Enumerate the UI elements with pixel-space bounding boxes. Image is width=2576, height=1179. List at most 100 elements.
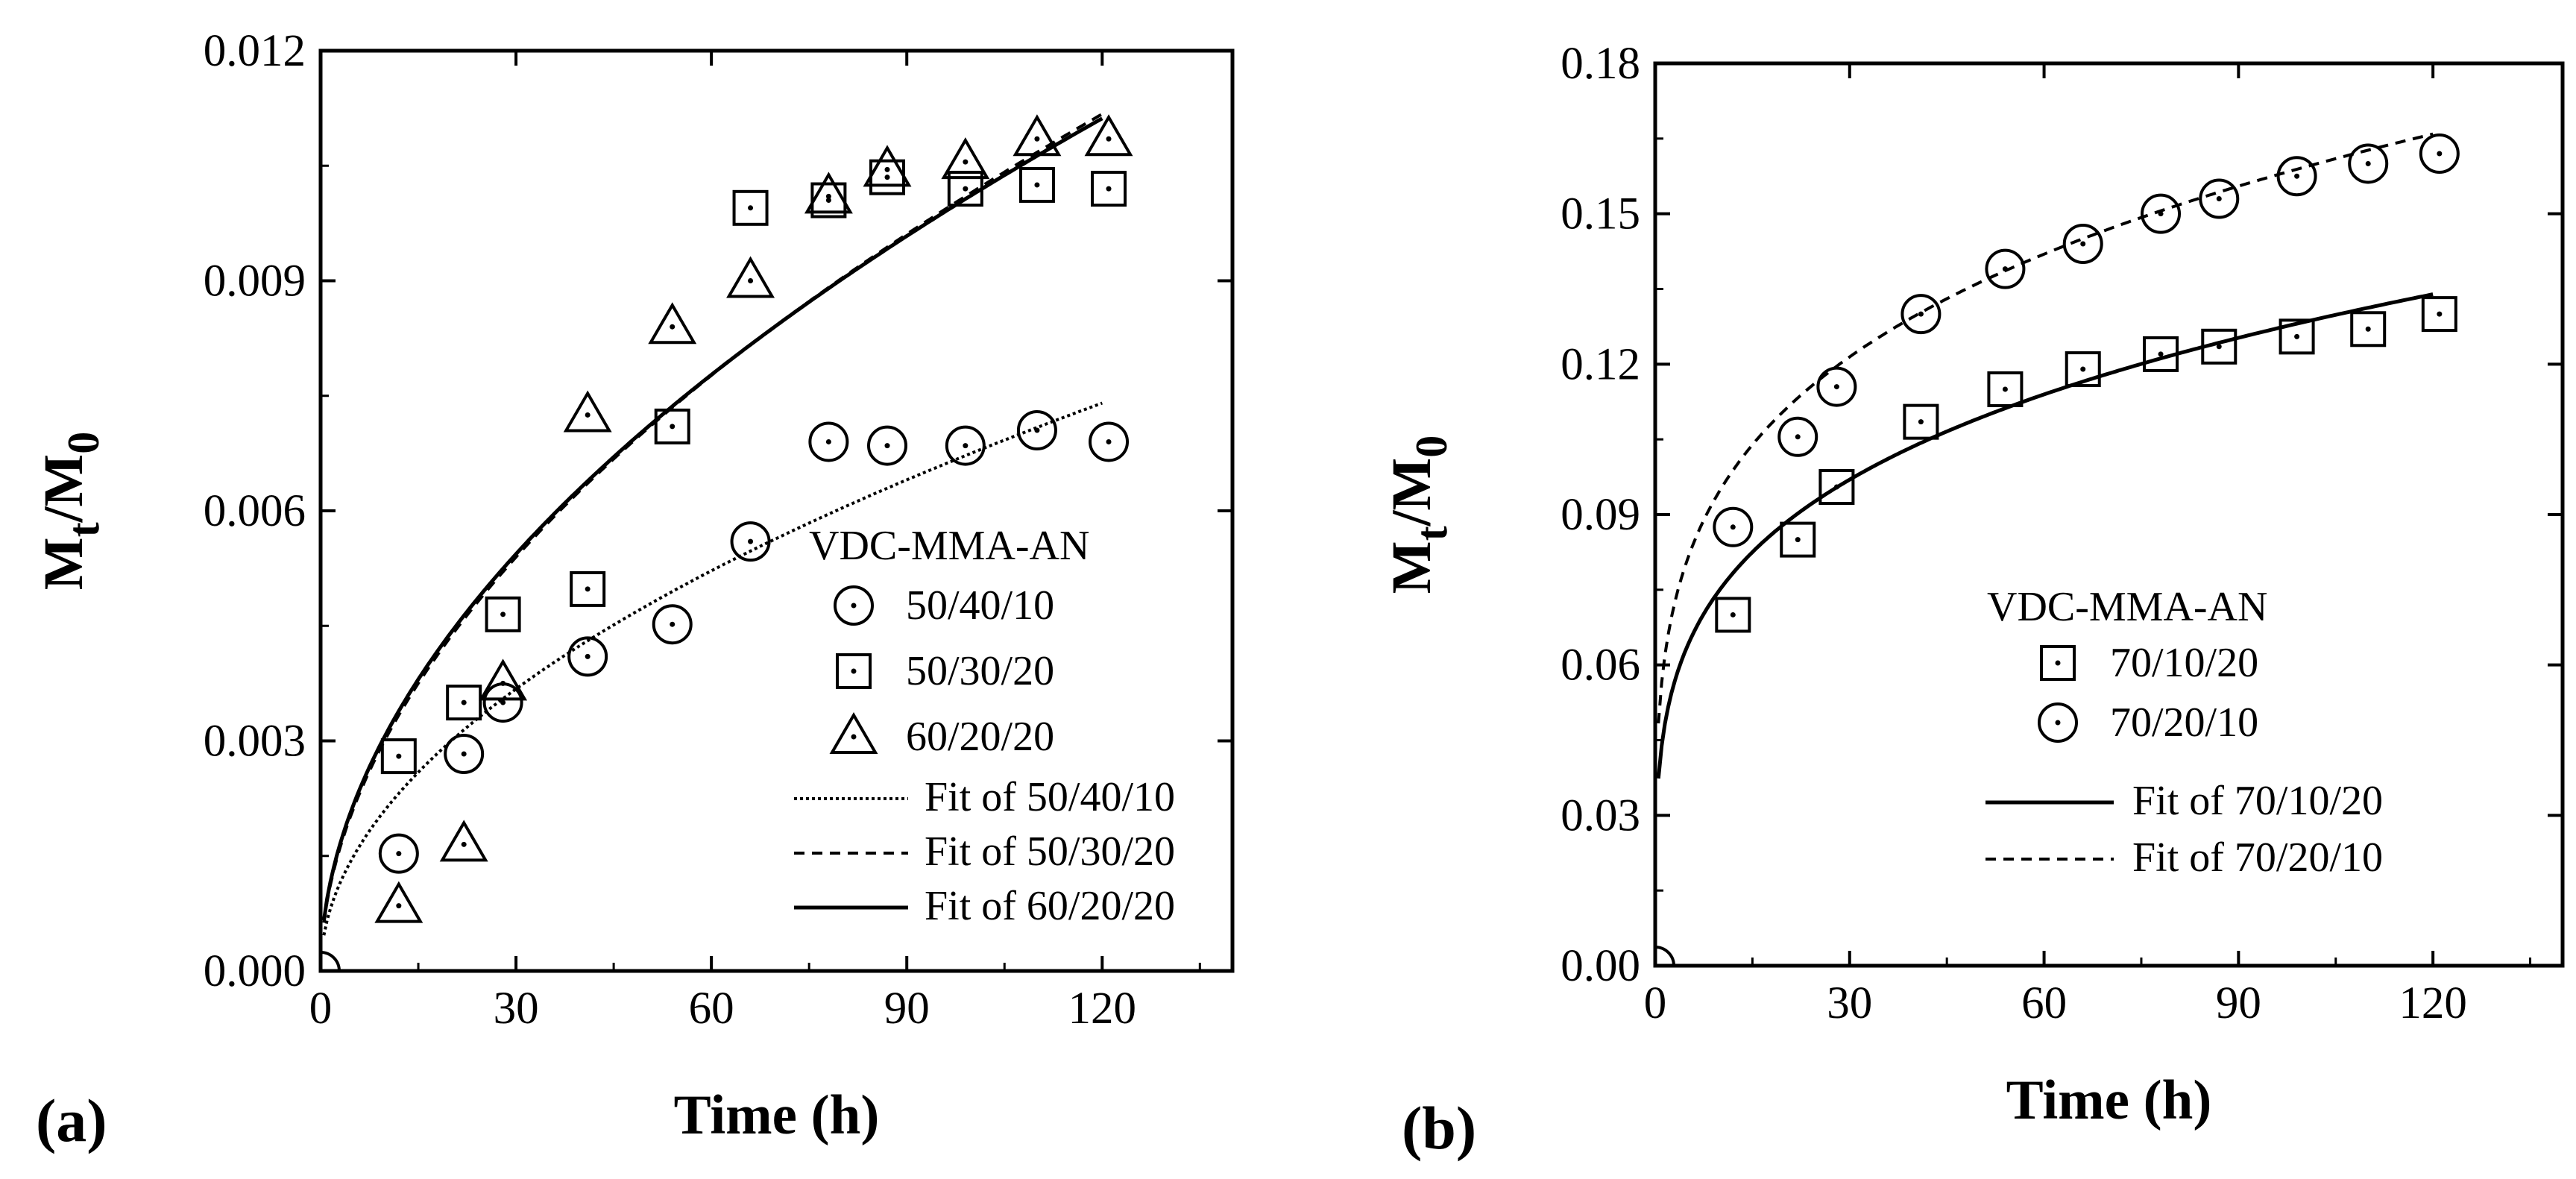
data-point-50-40-10 [378,833,419,874]
x-tick-label: 90 [2216,978,2261,1028]
plot-area [1655,132,2434,966]
data-point-50-40-10 [945,425,986,466]
data-point-50-40-10 [444,733,485,774]
data-point-50-40-10 [867,425,908,466]
fit-line-fit-of-60-20-20 [321,116,1103,921]
legend-entry-label: 70/10/20 [2110,640,2258,686]
plot-frame [1653,61,2565,968]
data-point-50-40-10 [652,604,693,645]
data-point-70-20-10 [2199,178,2240,219]
data-point-60-20-20 [439,820,488,862]
data-point-70-20-10 [2062,224,2103,264]
x-tick-label: 30 [494,984,539,1034]
legend-entry-label: 50/30/20 [906,648,1054,694]
x-tick-label: 0 [309,984,333,1034]
data-point-60-20-20 [804,172,853,214]
data-point-50-40-10 [567,636,608,677]
data-point-70-10-20 [1780,521,1816,558]
x-tick-label: 60 [689,984,734,1034]
data-point-50-30-20 [947,171,983,207]
y-tick-label: 0.12 [1561,339,1640,389]
legend-title: VDC-MMA-AN [1987,584,2267,630]
data-point-70-10-20 [2143,336,2179,372]
x-tick-label: 0 [1644,978,1667,1028]
data-point-50-30-20 [570,570,606,607]
fit-line-fit-of-70-20-10 [1657,132,2434,724]
data-point-50-40-10 [808,421,849,462]
data-point-60-20-20 [941,137,990,180]
data-point-70-10-20 [2421,296,2457,333]
y-tick-label: 0.012 [204,26,306,76]
legend-fit-label: Fit of 50/30/20 [925,829,1175,875]
x-tick-label: 120 [1068,984,1137,1034]
data-point-60-20-20 [1084,114,1133,157]
data-point-50-30-20 [654,408,690,444]
y-tick-label: 0.18 [1561,39,1640,89]
chart-panel-a: 0 30 60 90 120 0.000 0.003 0.006 0.009 0.012 Time … [33,26,1235,1154]
data-point-50-40-10 [482,682,523,723]
y-tick-label: 0.006 [204,486,306,536]
y-axis-title: Mt/M0 [33,432,108,590]
y-tick-label: 0.09 [1561,490,1640,540]
legend: VDC-MMA-AN 70/10/20 70/20/10 Fit of 70/10/2… [1985,584,2383,881]
y-tick-label: 0.000 [204,946,306,996]
legend: VDC-MMA-AN 50/40/10 50/30/20 60/20/20 Fit of… [794,523,1175,929]
data-point-50-30-20 [485,596,521,632]
panel-label: (b) [1402,1094,1476,1162]
legend-fit-label: Fit of 70/10/20 [2132,778,2383,824]
data-point-70-20-10 [1985,248,2026,289]
data-point-70-20-10 [1900,294,1942,335]
panel-label: (a) [36,1087,107,1154]
x-tick-label: 120 [2399,978,2467,1028]
y-tick-label: 0.009 [204,257,306,306]
data-point-60-20-20 [479,658,528,701]
y-tick-label: 0.15 [1561,189,1640,239]
legend-entry-label: 50/40/10 [906,582,1054,629]
data-point-50-40-10 [1089,421,1130,462]
legend-title: VDC-MMA-AN [809,523,1089,569]
data-point-70-20-10 [1713,506,1754,547]
data-point-50-30-20 [1091,171,1127,207]
legend-fit-label: Fit of 70/20/10 [2132,834,2383,881]
legend-fit-label: Fit of 60/20/20 [925,883,1175,929]
data-point-50-40-10 [730,521,771,562]
data-point-70-10-20 [2065,351,2101,388]
y-tick-label: 0.003 [204,717,306,767]
data-point-70-10-20 [1987,371,2024,407]
data-point-70-20-10 [1816,366,1857,407]
y-tick-label: 0.06 [1561,641,1640,691]
data-point-70-20-10 [2419,133,2460,174]
x-tick-label: 30 [1827,978,1872,1028]
legend-entry-label: 60/20/20 [906,714,1054,760]
data-point-70-10-20 [2279,318,2315,355]
data-point-70-20-10 [2348,143,2389,184]
data-point-70-20-10 [2276,156,2317,197]
data-point-70-10-20 [1715,597,1751,633]
legend-marker-square [836,653,872,689]
data-point-60-20-20 [374,881,423,923]
chart-panel-b: 0 30 60 90 120 0.00 0.03 0.06 0.09 0.12 0.15 0.18 Ti… [1381,39,2565,1162]
data-point-70-10-20 [2350,311,2387,348]
data-point-50-40-10 [1016,410,1057,451]
data-point-50-30-20 [1018,166,1055,203]
legend-marker-triangle [829,712,878,754]
legend-marker-square [2040,645,2076,681]
y-axis-title: Mt/M0 [1381,436,1456,594]
data-point-70-10-20 [2201,328,2238,365]
y-tick-label: 0.03 [1561,790,1640,840]
data-point-60-20-20 [726,256,775,298]
data-point-60-20-20 [563,390,612,433]
x-tick-label: 60 [2021,978,2067,1028]
data-point-70-20-10 [1777,416,1818,457]
x-axis-title: Time (h) [2006,1069,2212,1131]
data-point-50-30-20 [380,738,417,775]
legend-entry-label: 70/20/10 [2110,699,2258,746]
legend-fit-label: Fit of 50/40/10 [925,774,1175,820]
data-point-70-20-10 [2141,193,2182,234]
x-tick-label: 90 [884,984,930,1034]
data-point-60-20-20 [648,302,697,345]
data-point-70-10-20 [1903,403,1939,440]
x-axis-title: Time (h) [674,1084,880,1146]
data-point-60-20-20 [1013,114,1062,157]
